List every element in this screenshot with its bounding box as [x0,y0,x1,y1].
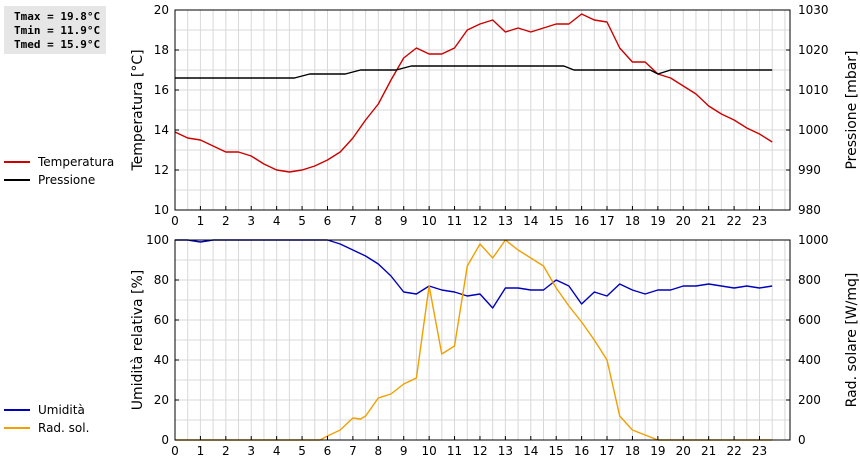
chart2-x-tick-label: 1 [197,444,205,458]
legend-umidita: Umidità [4,402,85,418]
legend-label-temperatura: Temperatura [38,155,115,169]
chart2-x-tick-label: 18 [625,444,640,458]
legend-label-radsol: Rad. sol. [38,421,90,435]
chart2-y-tick-label: 40 [154,353,169,367]
legend-swatch-pressione [4,179,30,181]
chart1-x-tick-label: 5 [298,214,306,228]
chart1-y-tick-label: 14 [154,123,169,137]
chart2-y2-tick-label: 800 [798,273,821,287]
chart2-y-tick-label: 20 [154,393,169,407]
chart2-x-tick-label: 21 [701,444,716,458]
legend-temperatura: Temperatura [4,154,114,170]
chart1-y-tick-label: 12 [154,163,169,177]
chart2-y2-tick-label: 1000 [798,233,829,247]
chart1-y2-axis-label: Pressione [mbar] [844,50,860,169]
chart2-y-tick-label: 0 [161,433,169,447]
tmax-label: Tmax = 19.8°C [14,10,101,23]
chart1-x-tick-label: 11 [447,214,462,228]
chart2-x-tick-label: 22 [726,444,741,458]
chart1-y-axis-label: Temperatura [°C] [130,49,146,171]
chart1-x-tick-label: 17 [599,214,614,228]
chart1-y-tick-label: 20 [154,3,169,17]
chart1-x-tick-label: 10 [421,214,436,228]
chart2-x-tick-label: 14 [523,444,538,458]
legend-radsol: Rad. sol. [4,420,89,436]
chart2-x-tick-label: 6 [324,444,332,458]
chart2-x-tick-label: 20 [676,444,691,458]
chart2-x-tick-label: 16 [574,444,589,458]
chart1-x-tick-label: 16 [574,214,589,228]
chart2-x-tick-label: 9 [400,444,408,458]
chart2-y2-axis-label: Rad. solare [W/mq] [844,273,860,408]
chart2-x-tick-label: 19 [650,444,665,458]
stats-box: Tmax = 19.8°C Tmin = 11.9°C Tmed = 15.9°… [4,6,106,54]
chart1-series-1-line [174,13,773,173]
chart2-y-tick-label: 60 [154,313,169,327]
legend-swatch-temperatura [4,161,30,163]
chart1-x-tick-label: 19 [650,214,665,228]
legend-label-umidita: Umidità [38,403,85,417]
chart1-y-tick-label: 10 [154,203,169,217]
chart2-series-2-line [175,239,773,441]
chart2-x-tick-label: 7 [349,444,357,458]
chart1-y2-tick-label: 1000 [798,123,829,137]
chart2-x-tick-label: 3 [247,444,255,458]
chart2-x-tick-label: 8 [374,444,382,458]
chart1-x-tick-label: 8 [374,214,382,228]
chart2-y2-tick-label: 0 [798,433,806,447]
chart1-frame [174,9,791,211]
legend-swatch-umidita [4,409,30,411]
chart1-x-tick-label: 4 [273,214,281,228]
chart2-y2-tick-label: 200 [798,393,821,407]
chart2-y2-tick-label: 600 [798,313,821,327]
chart1-x-tick-label: 7 [349,214,357,228]
chart2-x-tick-label: 23 [752,444,767,458]
chart1-y-tick-label: 16 [154,83,169,97]
chart1-x-tick-label: 3 [247,214,255,228]
legend-swatch-radsol [4,427,30,429]
chart1-x-tick-label: 20 [676,214,691,228]
chart2-x-tick-label: 15 [549,444,564,458]
chart1-x-tick-label: 2 [222,214,230,228]
chart1-x-tick-label: 13 [498,214,513,228]
chart1-x-tick-label: 21 [701,214,716,228]
chart1-y2-tick-label: 1010 [798,83,829,97]
legend-label-pressione: Pressione [38,173,96,187]
chart2-y2-tick-label: 400 [798,353,821,367]
chart1-x-tick-label: 22 [726,214,741,228]
chart1-x-tick-label: 1 [197,214,205,228]
chart1-y-tick-label: 18 [154,43,169,57]
chart1-x-tick-label: 18 [625,214,640,228]
chart1-x-tick-label: 12 [472,214,487,228]
chart2-x-tick-label: 0 [171,444,179,458]
chart1-x-tick-label: 15 [549,214,564,228]
chart1-series-2-line [175,65,773,79]
chart1-y2-tick-label: 990 [798,163,821,177]
chart2-frame [174,239,791,441]
chart1-y2-tick-label: 980 [798,203,821,217]
chart1-x-tick-label: 14 [523,214,538,228]
chart1-x-tick-label: 0 [171,214,179,228]
chart2-y-tick-label: 80 [154,273,169,287]
legend-pressione: Pressione [4,172,95,188]
chart2-x-tick-label: 11 [447,444,462,458]
chart1-x-tick-label: 6 [324,214,332,228]
tmed-label: Tmed = 15.9°C [14,38,101,51]
chart2-y-tick-label: 100 [146,233,169,247]
chart2-x-tick-label: 2 [222,444,230,458]
chart2-y-axis-label: Umidità relativa [%] [130,270,146,411]
chart1-x-tick-label: 23 [752,214,767,228]
chart2-x-tick-label: 10 [421,444,436,458]
chart2-x-tick-label: 17 [599,444,614,458]
chart2-x-tick-label: 12 [472,444,487,458]
chart1-x-tick-label: 9 [400,214,408,228]
chart2-x-tick-label: 5 [298,444,306,458]
chart1-y2-tick-label: 1020 [798,43,829,57]
chart1-y2-tick-label: 1030 [798,3,829,17]
tmin-label: Tmin = 11.9°C [14,24,101,37]
chart2-x-tick-label: 13 [498,444,513,458]
chart2-x-tick-label: 4 [273,444,281,458]
